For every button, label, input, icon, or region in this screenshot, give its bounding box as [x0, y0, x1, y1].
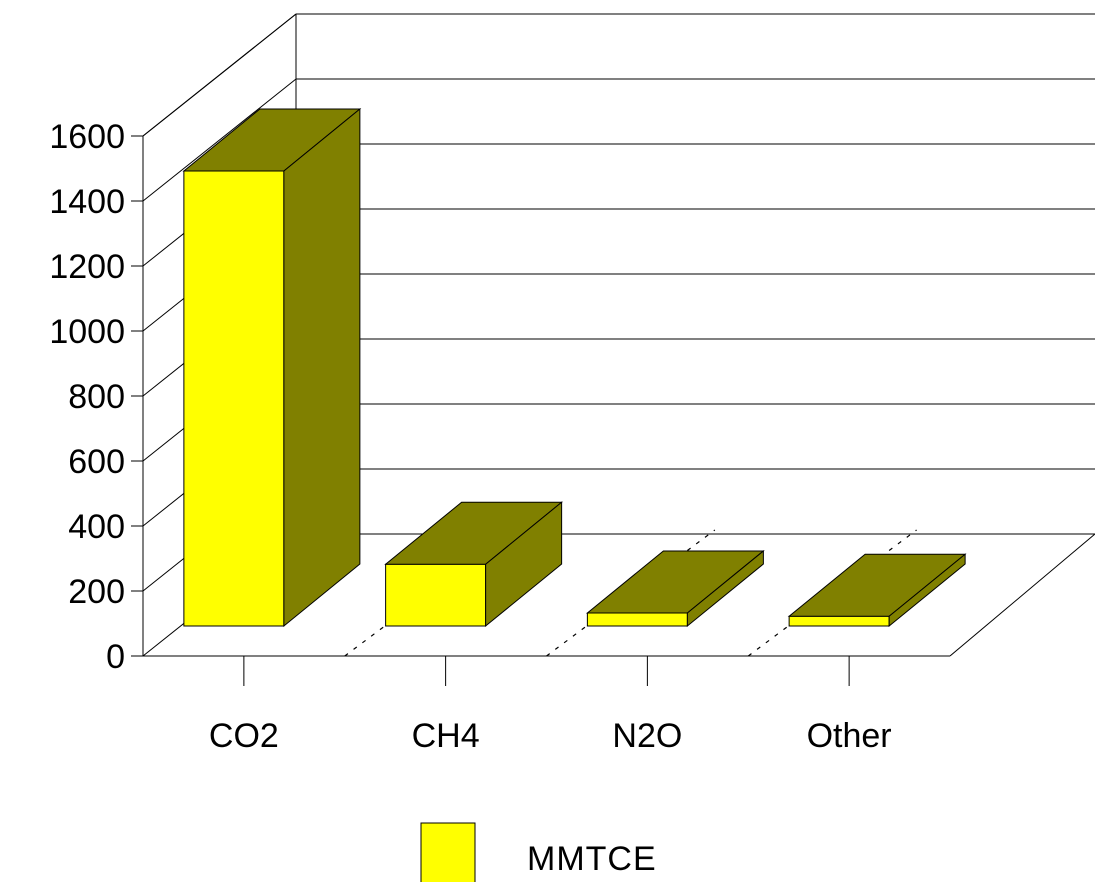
grid-line-left-wall	[142, 78, 297, 202]
bar-front-face	[586, 612, 688, 627]
bar-front-face	[183, 170, 285, 627]
y-tick-label: 0	[106, 638, 125, 676]
y-tick-label: 1400	[49, 183, 125, 221]
chart-floor	[143, 529, 1095, 657]
y-tick-label: 400	[68, 508, 125, 546]
bar-side-face	[686, 549, 764, 628]
grid-line-left-wall	[142, 13, 297, 137]
bar-front-face	[788, 615, 890, 627]
bar-n2o	[585, 549, 765, 628]
y-axis-ticks: 0 200 400 600 800 1000 1200 1400 1600	[49, 118, 143, 676]
bar-side-face	[888, 553, 966, 628]
floor-divider	[747, 529, 917, 657]
floor-divider	[546, 529, 716, 657]
bar-side-face	[283, 107, 361, 628]
x-tick-label: CO2	[209, 717, 279, 755]
legend-label-mmtce: MMTCE	[527, 840, 657, 878]
bars	[182, 107, 967, 628]
bar-front-face	[385, 563, 487, 627]
legend-swatch-mmtce	[420, 822, 476, 882]
x-axis: CO2 CH4 N2O Other	[209, 656, 892, 755]
x-tick-label: N2O	[612, 717, 682, 755]
x-tick-label: Other	[807, 717, 892, 755]
floor-right-edge	[949, 533, 1095, 657]
y-tick-label: 1000	[49, 313, 125, 351]
y-tick-label: 600	[68, 443, 125, 481]
bar-other	[787, 553, 967, 628]
bar-ch4	[384, 501, 564, 628]
y-tick-label: 1200	[49, 248, 125, 286]
bar-side-face	[485, 501, 563, 628]
bar-co2	[182, 107, 362, 628]
y-tick-label: 200	[68, 573, 125, 611]
legend: MMTCE	[420, 822, 657, 882]
y-tick-label: 800	[68, 378, 125, 416]
x-tick-label: CH4	[412, 717, 480, 755]
y-tick-label: 1600	[49, 118, 125, 156]
floor-divider	[344, 529, 514, 657]
